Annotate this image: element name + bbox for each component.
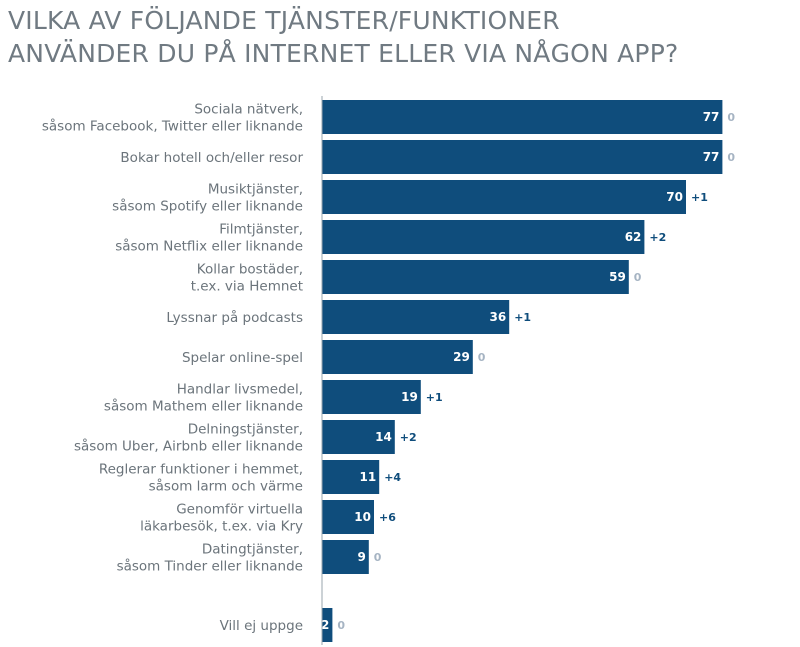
category-label-line: läkarbesök, t.ex. via Kry <box>140 519 303 535</box>
category-label-line: Lyssnar på podcasts <box>166 309 303 326</box>
change-label: 0 <box>337 619 345 632</box>
change-label: +1 <box>691 191 708 204</box>
bar <box>322 540 369 574</box>
change-label: +2 <box>400 431 417 444</box>
category-label-line: såsom Spotify eller liknande <box>112 198 303 215</box>
bar-value-label: 2 <box>321 618 329 632</box>
category-label-line: såsom Facebook, Twitter eller liknande <box>42 118 303 135</box>
category-label-line: såsom Netflix eller liknande <box>115 238 303 255</box>
bar-value-label: 59 <box>609 270 626 284</box>
category-label-line: Delningstjänster, <box>188 422 303 438</box>
category-label: Delningstjänster, såsom Uber, Airbnb elle… <box>74 422 303 455</box>
change-label: +4 <box>384 471 401 484</box>
bar <box>322 220 645 254</box>
change-label: 0 <box>374 551 382 564</box>
bar <box>322 420 395 454</box>
change-label: +6 <box>379 511 396 524</box>
category-label-line: Vill ej uppge <box>220 618 303 634</box>
bar-value-label: 9 <box>357 550 365 564</box>
bar-value-label: 62 <box>625 230 642 244</box>
bar <box>322 460 380 494</box>
bar-value-label: 77 <box>703 110 720 124</box>
bar-value-label: 29 <box>453 350 470 364</box>
category-label-line: såsom Tinder eller liknande <box>117 558 303 575</box>
bar <box>322 100 723 134</box>
category-label: Vill ej uppge <box>220 618 303 634</box>
bar-value-label: 19 <box>401 390 418 404</box>
category-label-line: såsom larm och värme <box>149 478 303 495</box>
category-label-line: Filmtjänster, <box>219 222 303 238</box>
change-label: 0 <box>478 351 486 364</box>
change-label: +1 <box>426 391 443 404</box>
change-label: +1 <box>514 311 531 324</box>
bar <box>322 500 374 534</box>
category-label: Reglerar funktioner i hemmet, såsom larm … <box>99 462 303 495</box>
bar-value-label: 14 <box>375 430 392 444</box>
category-label: Filmtjänster, såsom Netflix eller liknand… <box>115 222 303 255</box>
category-label-line: Datingtjänster, <box>202 542 303 558</box>
category-label-line: Handlar livsmedel, <box>177 382 303 398</box>
category-label: Genomför virtuella läkarbesök, t.ex. via … <box>140 502 303 535</box>
bar <box>322 340 473 374</box>
category-label-line: Sociala nätverk, <box>194 102 303 118</box>
change-label: 0 <box>634 271 642 284</box>
category-label: Spelar online-spel <box>182 350 303 366</box>
bar <box>322 260 629 294</box>
bar <box>322 380 421 414</box>
category-label-line: Reglerar funktioner i hemmet, <box>99 462 303 478</box>
category-label: Sociala nätverk, såsom Facebook, Twitter … <box>42 102 303 135</box>
category-label-line: t.ex. via Hemnet <box>191 279 303 295</box>
category-label-line: Musiktjänster, <box>208 182 303 198</box>
bar-value-label: 77 <box>703 150 720 164</box>
category-label-line: Spelar online-spel <box>182 350 303 366</box>
category-label-line: såsom Mathem eller liknande <box>104 398 303 415</box>
bar <box>322 300 510 334</box>
bar-value-label: 36 <box>489 310 506 324</box>
category-label: Kollar bostäder, t.ex. via Hemnet <box>191 262 303 295</box>
category-label: Musiktjänster, såsom Spotify eller liknan… <box>112 182 303 215</box>
category-label: Lyssnar på podcasts <box>166 309 303 326</box>
change-label: +2 <box>649 231 666 244</box>
category-label-line: Genomför virtuella <box>176 502 303 518</box>
bars-layer: 77 0 Sociala nätverk, såsom Facebook, Twitt… <box>42 100 735 642</box>
category-label: Datingtjänster, såsom Tinder eller liknan… <box>117 542 303 575</box>
chart-title: VILKA AV FÖLJANDE TJÄNSTER/FUNKTIONER AN… <box>8 6 679 68</box>
category-label: Bokar hotell och/eller resor <box>120 150 303 166</box>
bar <box>322 180 686 214</box>
category-label-line: Bokar hotell och/eller resor <box>120 150 303 166</box>
category-label-line: Kollar bostäder, <box>197 262 303 278</box>
category-label: Handlar livsmedel, såsom Mathem eller lik… <box>104 382 303 415</box>
bar-value-label: 10 <box>354 510 371 524</box>
bar <box>322 140 723 174</box>
change-label: 0 <box>727 151 735 164</box>
bar-value-label: 70 <box>666 190 683 204</box>
bar-value-label: 11 <box>359 470 376 484</box>
change-label: 0 <box>727 111 735 124</box>
category-label-line: såsom Uber, Airbnb eller liknande <box>74 438 303 455</box>
bar <box>322 608 333 642</box>
